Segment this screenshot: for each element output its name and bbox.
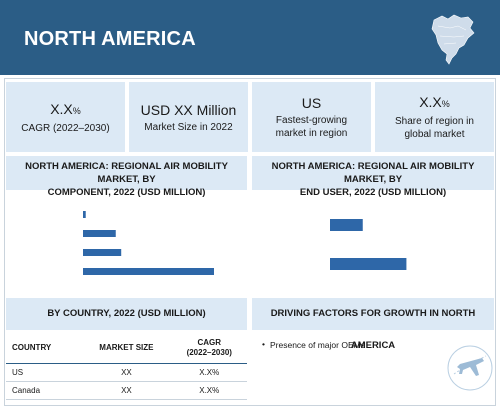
- country-table: COUNTRY MARKET SIZE CAGR (2022–2030) US X…: [6, 333, 247, 400]
- kpi-label: CAGR (2022–2030): [21, 122, 110, 134]
- kpi-value: USD XX Million: [140, 101, 237, 118]
- page-title: NORTH AMERICA: [24, 28, 196, 50]
- kpi-label: Share of region in global market: [395, 116, 474, 140]
- north-america-map-icon: [431, 14, 475, 65]
- country-cell: US: [6, 363, 82, 382]
- kpi-value: X.X%: [419, 94, 450, 110]
- market-size-cell: XX: [81, 363, 172, 382]
- table-row: Canada XX X.X%: [6, 381, 247, 400]
- column-header-cagr: CAGR (2022–2030): [171, 333, 247, 364]
- market-size-cell: XX: [81, 381, 172, 400]
- kpi-value: US: [301, 95, 322, 111]
- kpi-label: Fastest-growing market in region: [275, 115, 348, 139]
- header-banner: NORTH AMERICA: [0, 0, 500, 75]
- cagr-cell: X.X%: [171, 381, 247, 400]
- bar-0: [83, 211, 86, 218]
- country-cell: Canada: [6, 381, 82, 400]
- bar-2: [83, 249, 122, 256]
- bar-3: [83, 268, 214, 275]
- kpi-card-cagr: X.X% CAGR (2022–2030): [6, 82, 125, 152]
- column-header-market-size: MARKET SIZE: [81, 333, 172, 364]
- bar-1: [83, 230, 116, 237]
- country-section-title: BY COUNTRY, 2022 (USD MILLION): [6, 298, 247, 330]
- table-row: US XX X.X%: [6, 363, 247, 382]
- kpi-card-region-share: X.X% Share of region in global market: [375, 82, 494, 152]
- component-chart-title: NORTH AMERICA: REGIONAL AIR MOBILITY MAR…: [6, 156, 247, 198]
- column-header-country: COUNTRY: [6, 333, 82, 364]
- kpi-card-market-size: USD XX Million Market Size in 2022: [129, 82, 248, 152]
- airplane-icon: [447, 345, 493, 391]
- content-frame: [4, 78, 496, 406]
- kpi-row: X.X% CAGR (2022–2030) USD XX Million Mar…: [6, 82, 494, 152]
- bar-0: [330, 219, 363, 231]
- cagr-cell: X.X%: [171, 363, 247, 382]
- kpi-value: X.X%: [50, 100, 81, 117]
- kpi-card-fastest-growing: US Fastest-growing market in region: [252, 82, 371, 152]
- kpi-label: Market Size in 2022: [144, 121, 233, 133]
- drivers-list: Presence of major OEMs: [262, 339, 365, 350]
- end-user-bar-chart: [330, 219, 407, 270]
- end-user-chart-title: NORTH AMERICA: REGIONAL AIR MOBILITY MAR…: [252, 156, 494, 198]
- bar-1: [330, 258, 407, 270]
- table-header-row: COUNTRY MARKET SIZE CAGR (2022–2030): [6, 333, 247, 364]
- component-bar-chart: [83, 211, 214, 275]
- driver-item: Presence of major OEMs: [262, 339, 365, 350]
- drivers-section-title: DRIVING FACTORS FOR GROWTH IN NORTH AMER…: [252, 298, 494, 351]
